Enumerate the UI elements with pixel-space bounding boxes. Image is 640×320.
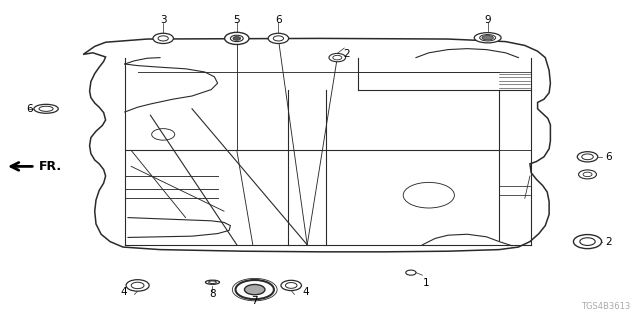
Ellipse shape: [34, 104, 58, 113]
Text: 1: 1: [422, 278, 429, 288]
Circle shape: [233, 36, 241, 40]
Circle shape: [153, 33, 173, 44]
Text: 3: 3: [160, 15, 166, 26]
Text: 4: 4: [302, 287, 308, 297]
Text: 7: 7: [252, 296, 258, 307]
Text: 6: 6: [605, 152, 611, 162]
Circle shape: [281, 280, 301, 291]
Circle shape: [244, 284, 265, 295]
Text: 2: 2: [605, 236, 611, 247]
Ellipse shape: [482, 36, 493, 40]
Polygon shape: [83, 38, 550, 252]
Text: FR.: FR.: [38, 160, 61, 173]
Text: TGS4B3613: TGS4B3613: [581, 302, 630, 311]
Ellipse shape: [205, 280, 220, 284]
Text: 5: 5: [234, 15, 240, 25]
Text: 2: 2: [344, 49, 350, 60]
Text: 6: 6: [275, 15, 282, 25]
Circle shape: [268, 33, 289, 44]
Circle shape: [126, 280, 149, 291]
Text: 9: 9: [484, 15, 491, 25]
Text: 4: 4: [120, 287, 127, 297]
Circle shape: [225, 32, 249, 44]
Ellipse shape: [474, 33, 501, 43]
Text: 6: 6: [27, 104, 33, 114]
Circle shape: [329, 53, 346, 62]
Circle shape: [236, 280, 274, 299]
Circle shape: [577, 152, 598, 162]
Text: 8: 8: [209, 289, 216, 299]
Circle shape: [573, 235, 602, 249]
Circle shape: [579, 170, 596, 179]
